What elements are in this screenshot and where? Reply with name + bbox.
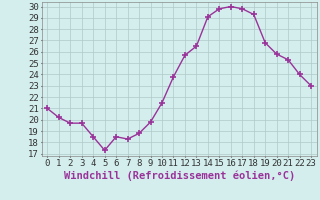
X-axis label: Windchill (Refroidissement éolien,°C): Windchill (Refroidissement éolien,°C) [64, 171, 295, 181]
